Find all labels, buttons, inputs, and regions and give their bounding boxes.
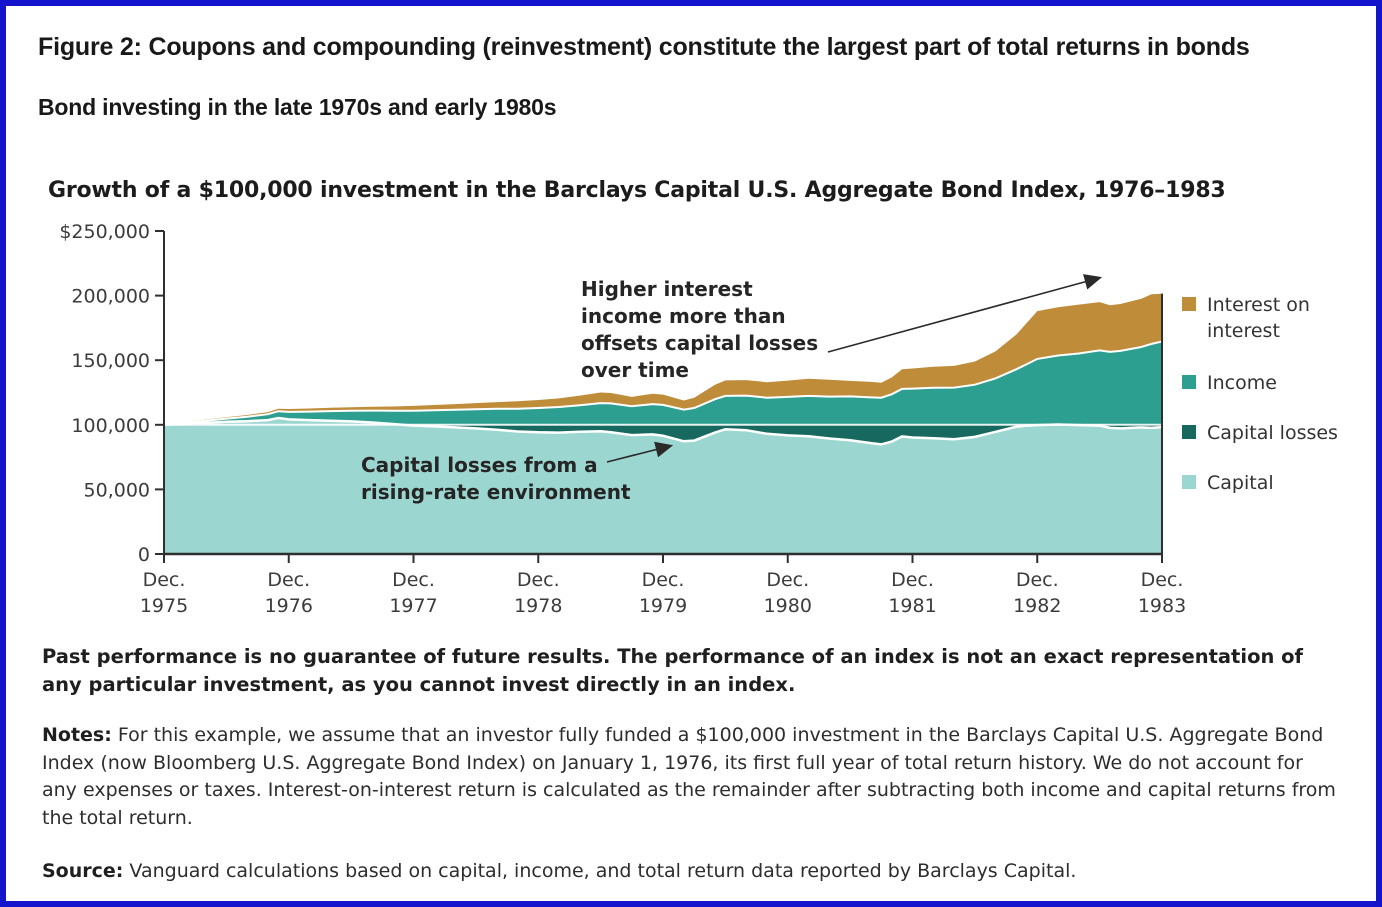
x-tick-label-year: 1980 <box>764 595 812 617</box>
annotation-arrow-1 <box>606 441 674 463</box>
x-tick-label-month: Dec. <box>642 569 685 591</box>
source-text: Vanguard calculations based on capital, … <box>123 860 1077 882</box>
x-tick-label-month: Dec. <box>1141 569 1184 591</box>
capital-losses-swatch <box>1182 425 1196 439</box>
legend-label: Income <box>1207 372 1277 394</box>
x-tick-label-year: 1976 <box>265 595 313 617</box>
x-tick-label-year: 1975 <box>140 595 188 617</box>
x-tick-label-year: 1982 <box>1013 595 1061 617</box>
figure-title: Figure 2: Coupons and compounding (reinv… <box>38 33 1250 61</box>
y-tick-label: 200,000 <box>71 286 150 308</box>
source-label: Source: <box>42 860 124 882</box>
legend-label: Capital losses <box>1207 422 1338 444</box>
x-tick-label-month: Dec. <box>1016 569 1059 591</box>
notes-label: Notes: <box>42 724 112 746</box>
legend-item-interest-on-interest: Interest on interest <box>1182 292 1357 344</box>
notes-text: For this example, we assume that an inve… <box>42 724 1336 830</box>
y-tick-label: 50,000 <box>84 479 150 501</box>
legend-label: Capital <box>1207 472 1274 494</box>
y-tick-label: 0 <box>138 544 150 566</box>
annotation-arrow-0 <box>827 274 1103 353</box>
bond-growth-area-chart: $250,000 200,000 150,000 100,000 50,000 0 Dec.… <box>59 221 1186 617</box>
legend-item-capital: Capital <box>1182 470 1357 496</box>
area-capital <box>164 418 1162 554</box>
x-tick-label-month: Dec. <box>392 569 435 591</box>
interest-on-interest-swatch <box>1182 297 1196 311</box>
x-tick-label-year: 1977 <box>389 595 437 617</box>
income-swatch <box>1182 375 1196 389</box>
capital-top-edge <box>163 416 1163 446</box>
legend-label: Interest on interest <box>1207 294 1310 342</box>
legend-item-capital-losses: Capital losses <box>1182 420 1357 446</box>
y-tick-label: $250,000 <box>59 221 150 243</box>
area-interest-on-interest <box>164 293 1162 425</box>
x-tick-label-month: Dec. <box>267 569 310 591</box>
past-performance-disclaimer: Past performance is no guarantee of futu… <box>42 645 1304 697</box>
x-tick-label-year: 1979 <box>639 595 687 617</box>
capital-swatch <box>1182 475 1196 489</box>
chart-title: Growth of a $100,000 investment in the B… <box>48 178 1226 203</box>
income-top-edge <box>163 340 1163 426</box>
source-line: Source: Vanguard calculations based on c… <box>42 858 1342 886</box>
x-tick-label-month: Dec. <box>766 569 809 591</box>
annotation-text-0: Higher interest income more than offsets c… <box>581 277 818 382</box>
x-tick-label-month: Dec. <box>517 569 560 591</box>
x-tick-label-year: 1981 <box>888 595 936 617</box>
notes-paragraph: Notes: For this example, we assume that … <box>42 722 1342 833</box>
x-tick-label-year: 1978 <box>514 595 562 617</box>
area-income <box>164 341 1162 425</box>
annotation-text-1: Capital losses from a rising-rate environ… <box>361 453 631 504</box>
y-tick-label: 150,000 <box>71 350 150 372</box>
x-tick-label-month: Dec. <box>891 569 934 591</box>
x-tick-label-year: 1983 <box>1138 595 1186 617</box>
x-tick-label-month: Dec. <box>143 569 186 591</box>
y-tick-label: 100,000 <box>71 415 150 437</box>
figure-subtitle: Bond investing in the late 1970s and ear… <box>38 94 557 120</box>
legend-item-income: Income <box>1182 370 1357 396</box>
